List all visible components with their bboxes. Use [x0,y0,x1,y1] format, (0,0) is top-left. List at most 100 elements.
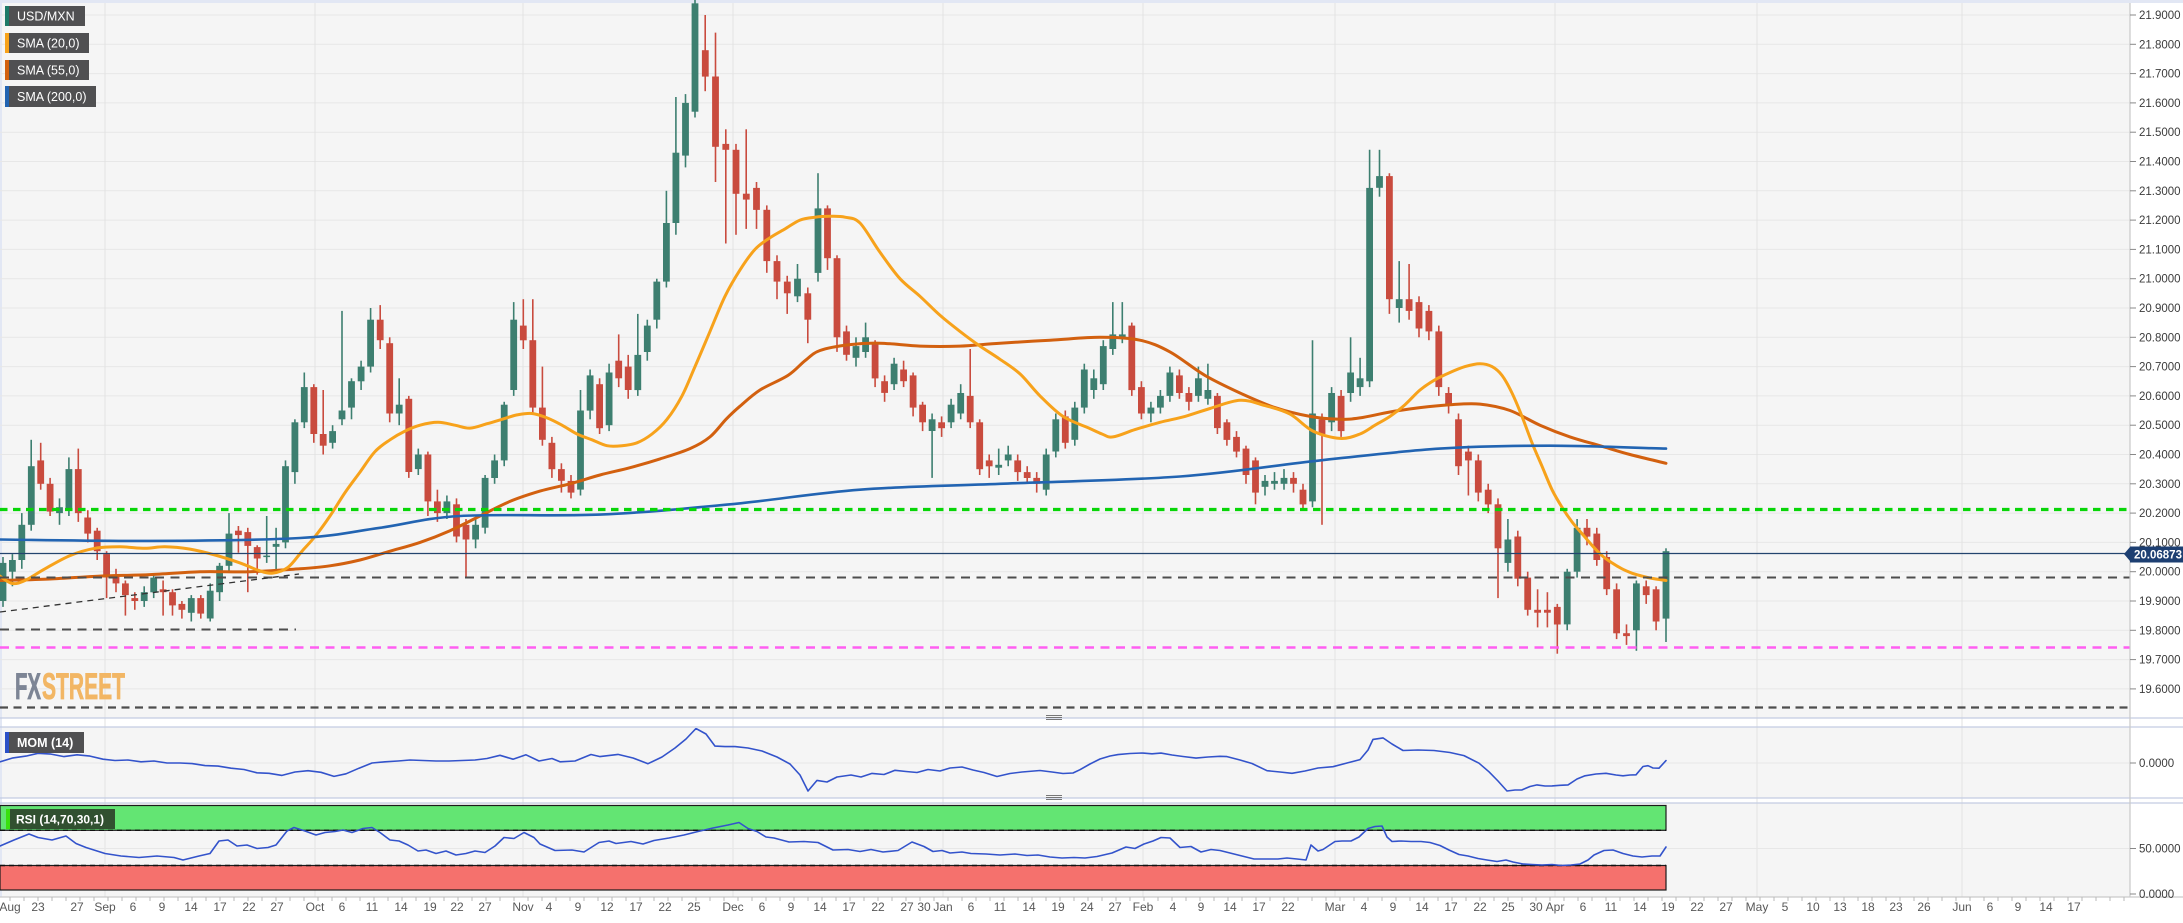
svg-text:12: 12 [600,900,614,914]
svg-text:19: 19 [1051,900,1065,914]
svg-text:14: 14 [394,900,408,914]
svg-text:22: 22 [1690,900,1704,914]
svg-text:4: 4 [1170,900,1177,914]
svg-text:20.8000: 20.8000 [2139,332,2181,344]
svg-text:20.7000: 20.7000 [2139,362,2181,374]
svg-text:11: 11 [994,900,1007,914]
svg-text:SMA (200,0): SMA (200,0) [17,90,86,104]
svg-text:22: 22 [1473,900,1487,914]
svg-text:20.6000: 20.6000 [2139,391,2181,403]
svg-text:21.4000: 21.4000 [2139,157,2181,169]
svg-text:30: 30 [1529,900,1543,914]
svg-text:13: 13 [1833,900,1847,914]
svg-text:22: 22 [871,900,885,914]
svg-text:9: 9 [1390,900,1397,914]
svg-text:0.0000: 0.0000 [2139,889,2174,901]
svg-text:21.5000: 21.5000 [2139,127,2181,139]
svg-text:SMA (55,0): SMA (55,0) [17,64,80,78]
svg-text:21.1000: 21.1000 [2139,244,2181,256]
svg-text:14: 14 [1022,900,1036,914]
svg-text:STREET: STREET [42,666,125,707]
svg-text:Oct: Oct [306,900,325,914]
svg-text:5: 5 [1782,900,1789,914]
svg-text:25: 25 [1501,900,1515,914]
svg-text:30: 30 [917,900,931,914]
svg-text:20.9000: 20.9000 [2139,303,2181,315]
svg-text:9: 9 [575,900,582,914]
svg-text:14: 14 [1415,900,1429,914]
svg-text:Jun: Jun [1952,900,1971,914]
svg-text:23: 23 [31,900,45,914]
svg-text:Nov: Nov [512,900,533,914]
svg-text:21.9000: 21.9000 [2139,10,2181,22]
svg-text:14: 14 [813,900,827,914]
svg-text:21.7000: 21.7000 [2139,69,2181,81]
svg-text:19.9000: 19.9000 [2139,596,2181,608]
svg-text:11: 11 [366,900,379,914]
svg-text:FX: FX [15,666,41,707]
svg-text:14: 14 [184,900,198,914]
svg-text:27: 27 [1108,900,1122,914]
svg-text:MOM (14): MOM (14) [17,736,73,750]
svg-text:0.0000: 0.0000 [2139,758,2174,770]
svg-text:19: 19 [1661,900,1675,914]
svg-text:9: 9 [1198,900,1205,914]
svg-text:27: 27 [270,900,284,914]
svg-text:17: 17 [1444,900,1458,914]
svg-text:21.6000: 21.6000 [2139,98,2181,110]
svg-text:19.8000: 19.8000 [2139,625,2181,637]
svg-text:SMA (20,0): SMA (20,0) [17,37,80,51]
svg-text:RSI (14,70,30,1): RSI (14,70,30,1) [16,813,104,827]
svg-text:20.0000: 20.0000 [2139,567,2181,579]
svg-text:6: 6 [1580,900,1587,914]
svg-text:USD/MXN: USD/MXN [17,10,75,24]
svg-text:Sep: Sep [94,900,116,914]
svg-text:17: 17 [2067,900,2081,914]
svg-text:Apr: Apr [1546,900,1565,914]
svg-text:6: 6 [968,900,975,914]
svg-text:20.4000: 20.4000 [2139,450,2181,462]
svg-text:22: 22 [658,900,672,914]
svg-text:Jan: Jan [933,900,952,914]
svg-text:20.2000: 20.2000 [2139,508,2181,520]
svg-text:20.06873: 20.06873 [2134,550,2182,562]
svg-text:27: 27 [478,900,492,914]
svg-text:21.3000: 21.3000 [2139,186,2181,198]
svg-text:14: 14 [2039,900,2053,914]
svg-text:6: 6 [130,900,137,914]
svg-text:May: May [1746,900,1769,914]
svg-text:6: 6 [759,900,766,914]
svg-text:9: 9 [2015,900,2022,914]
svg-text:27: 27 [900,900,914,914]
svg-text:19.7000: 19.7000 [2139,655,2181,667]
svg-text:27: 27 [1719,900,1733,914]
svg-text:21.8000: 21.8000 [2139,39,2181,51]
svg-text:19: 19 [423,900,437,914]
svg-text:24: 24 [1080,900,1094,914]
svg-text:11: 11 [1605,900,1618,914]
svg-text:50.0000: 50.0000 [2139,844,2181,856]
svg-text:9: 9 [159,900,166,914]
svg-text:27: 27 [70,900,84,914]
svg-text:18: 18 [1861,900,1875,914]
svg-text:21.2000: 21.2000 [2139,215,2181,227]
svg-text:17: 17 [1252,900,1266,914]
svg-text:4: 4 [546,900,553,914]
svg-text:19.6000: 19.6000 [2139,684,2181,696]
svg-text:14: 14 [1223,900,1237,914]
svg-text:22: 22 [450,900,464,914]
svg-text:Dec: Dec [722,900,743,914]
svg-text:17: 17 [213,900,227,914]
svg-text:9: 9 [788,900,795,914]
svg-text:20.5000: 20.5000 [2139,420,2181,432]
svg-text:21.0000: 21.0000 [2139,274,2181,286]
svg-text:6: 6 [339,900,346,914]
svg-text:20.3000: 20.3000 [2139,479,2181,491]
svg-text:Mar: Mar [1325,900,1346,914]
svg-text:25: 25 [687,900,701,914]
svg-text:22: 22 [242,900,256,914]
svg-text:17: 17 [629,900,643,914]
svg-text:22: 22 [1281,900,1295,914]
svg-text:Feb: Feb [1133,900,1154,914]
svg-text:23: 23 [1889,900,1903,914]
